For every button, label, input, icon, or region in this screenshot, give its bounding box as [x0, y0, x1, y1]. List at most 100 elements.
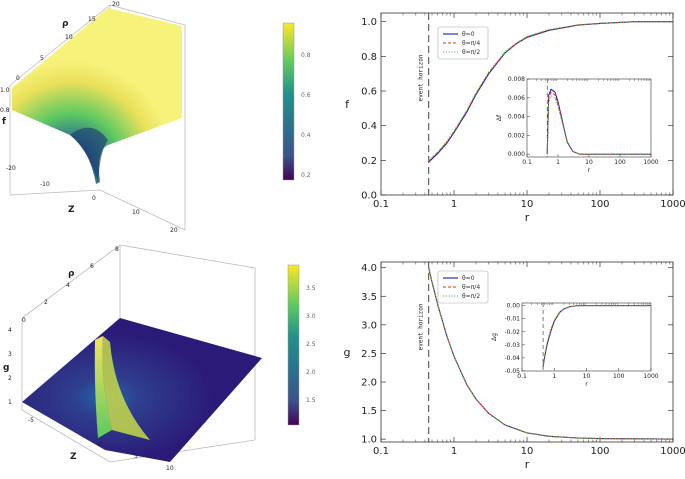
- z-tick-3: 0: [92, 195, 96, 202]
- colorbar-top: 0.2 0.4 0.6 0.8: [282, 22, 311, 181]
- y-tick-label: 2.5: [361, 349, 377, 360]
- inset-plot: 0.1 1 10 100 1000 0.00 -0.01 -0.02 -0.03 -0.04 -0.…: [491, 303, 659, 388]
- surface-f-well: [70, 127, 108, 183]
- inset-x-label: r: [585, 381, 588, 388]
- inset-x-tick-label: 1: [552, 373, 556, 380]
- z-axis-label: Z: [70, 452, 77, 462]
- rho-axis-label: ρ: [68, 269, 75, 279]
- y-tick-label: 0.2: [361, 156, 377, 167]
- surface-f-sheet: [12, 8, 182, 184]
- g-axis-label: g: [3, 363, 9, 373]
- x-tick-label: 1: [451, 446, 457, 457]
- legend-label-2: θ=π/2: [462, 293, 480, 300]
- inset-y-tick-label: -0.04: [504, 355, 520, 362]
- inset-frame: [526, 78, 652, 158]
- inset-y-tick-label: 0.002: [508, 132, 525, 139]
- surface-g-z-ticks: -5 0 5 10 Z: [28, 417, 174, 472]
- g-tick-2: 3: [8, 351, 12, 358]
- rho-tick-4: 2: [44, 299, 48, 306]
- z-tick-2: 0: [98, 441, 102, 448]
- rho-tick-1: 8: [115, 246, 119, 253]
- f-axis-label: f: [2, 117, 6, 127]
- x-tick-label: 10: [521, 446, 534, 457]
- rho-tick-3: 4: [66, 282, 70, 289]
- inset-y-tick-label: 0.004: [508, 114, 525, 121]
- colorbar-top-tick-4: 0.8: [301, 52, 311, 59]
- colorbar-bottom-tick-4: 3.0: [306, 313, 316, 320]
- inset-x-tick-label: 10: [585, 159, 593, 166]
- x-tick-label: 1: [451, 199, 457, 210]
- legend-label-1: θ=π/4: [462, 284, 480, 291]
- colorbar-bottom-tick-1: 1.5: [306, 397, 316, 404]
- rho-tick-2: 15: [88, 16, 96, 23]
- inset-y-label: Δf: [496, 114, 503, 121]
- inset-y-tick-label: -0.03: [504, 342, 520, 349]
- x-tick-label: 10: [521, 199, 534, 210]
- surface-g-spike-left: [94, 336, 112, 438]
- surface-plot-f: 20 15 10 5 0 ρ 1.0 0.8 f -20 -10 0 10 20…: [0, 1, 186, 234]
- rho-axis-label: ρ: [62, 19, 69, 29]
- surface-f-z-ticks: -20 -10 0 10 20 Z: [6, 165, 178, 234]
- series-line-1: [428, 267, 674, 440]
- colorbar-bottom-tick-2: 2.0: [306, 369, 316, 376]
- y-tick-label: 4.0: [361, 263, 377, 274]
- inset-x-tick-label: 1: [556, 159, 560, 166]
- y-tick-label: 3.5: [361, 292, 377, 303]
- surface-plot-g: 8 6 4 2 0 ρ 4 3 2 1 g -5 0 5 10 Z: [3, 244, 262, 472]
- surface-g-rho-ticks: 8 6 4 2 0 ρ: [22, 246, 119, 324]
- z-tick-5: 20: [170, 227, 178, 234]
- x-tick-label: 1000: [660, 446, 685, 457]
- z-tick-1: -20: [6, 165, 16, 172]
- inset-y-label: Δg: [491, 333, 498, 341]
- inset-y-tick-label: 0.00: [507, 303, 521, 310]
- z-tick-2: -10: [40, 181, 50, 188]
- legend-label-0: θ=0: [462, 31, 475, 38]
- legend-label-0: θ=0: [462, 275, 475, 282]
- legend-box: [437, 26, 489, 60]
- y-axis-label: g: [344, 346, 351, 359]
- inset-x-tick-label: 0.1: [522, 159, 532, 166]
- rho-tick-4: 5: [40, 55, 44, 62]
- inset-x-tick-label: 1000: [643, 159, 658, 166]
- g-tick-1: 4: [8, 327, 12, 334]
- z-tick-4: 10: [166, 465, 174, 472]
- legend: θ=0 θ=π/4 θ=π/2: [437, 26, 489, 60]
- y-axis-label: f: [345, 98, 350, 111]
- colorbar-bottom: 1.5 2.0 2.5 3.0 3.5: [287, 264, 316, 426]
- z-tick-1: -5: [28, 417, 34, 424]
- y-tick-label: 0.0: [361, 191, 377, 202]
- chart-g-vs-r: 0.1 1 10 100 1000 1.0 1.5 2.0 2.5 3.0 3.5 4.0 r g even…: [344, 261, 685, 471]
- x-axis-label: r: [525, 211, 530, 224]
- surface-g-spike-right: [102, 336, 150, 440]
- inset-series-line-1: [546, 91, 651, 155]
- legend-label-1: θ=π/4: [462, 40, 480, 47]
- x-axis-label: r: [525, 458, 530, 471]
- z-tick-4: 10: [132, 209, 140, 216]
- inset-y-tick-label: -0.02: [504, 329, 520, 336]
- chart-f-vs-r: 0.1 1 10 100 1000 0.0 0.2 0.4 0.6 0.8 1.0 r f event h…: [345, 12, 685, 224]
- inset-y-tick-label: 0.000: [508, 151, 525, 158]
- inset-x-tick-label: 100: [613, 373, 625, 380]
- rho-tick-1: 20: [112, 1, 120, 8]
- colorbar-bottom-tick-5: 3.5: [306, 285, 316, 292]
- colorbar-bottom-gradient: [287, 264, 300, 426]
- surface-f-value-ticks: 1.0 0.8 f: [0, 87, 10, 127]
- y-tick-label: 0.8: [361, 52, 377, 63]
- surface-g-sheet: [22, 318, 262, 462]
- z-tick-3: 5: [134, 453, 138, 460]
- inset-y-tick-label: 0.006: [508, 95, 525, 102]
- y-tick-label: 3.0: [361, 320, 377, 331]
- g-tick-3: 2: [8, 375, 12, 382]
- colorbar-top-tick-3: 0.6: [301, 92, 311, 99]
- f-tick-2: 0.8: [0, 107, 10, 114]
- rho-tick-3: 10: [65, 34, 73, 41]
- event-horizon-annotation: event horizon: [418, 54, 425, 101]
- colorbar-bottom-tick-3: 2.5: [306, 341, 316, 348]
- g-tick-4: 1: [8, 399, 12, 406]
- rho-tick-2: 6: [90, 263, 94, 270]
- inset-y-tick-label: 0.008: [508, 76, 525, 83]
- inset-y-tick-label: -0.01: [504, 316, 520, 323]
- rho-tick-5: 0: [22, 317, 26, 324]
- surface-f-rho-ticks: 20 15 10 5 0 ρ: [16, 1, 120, 82]
